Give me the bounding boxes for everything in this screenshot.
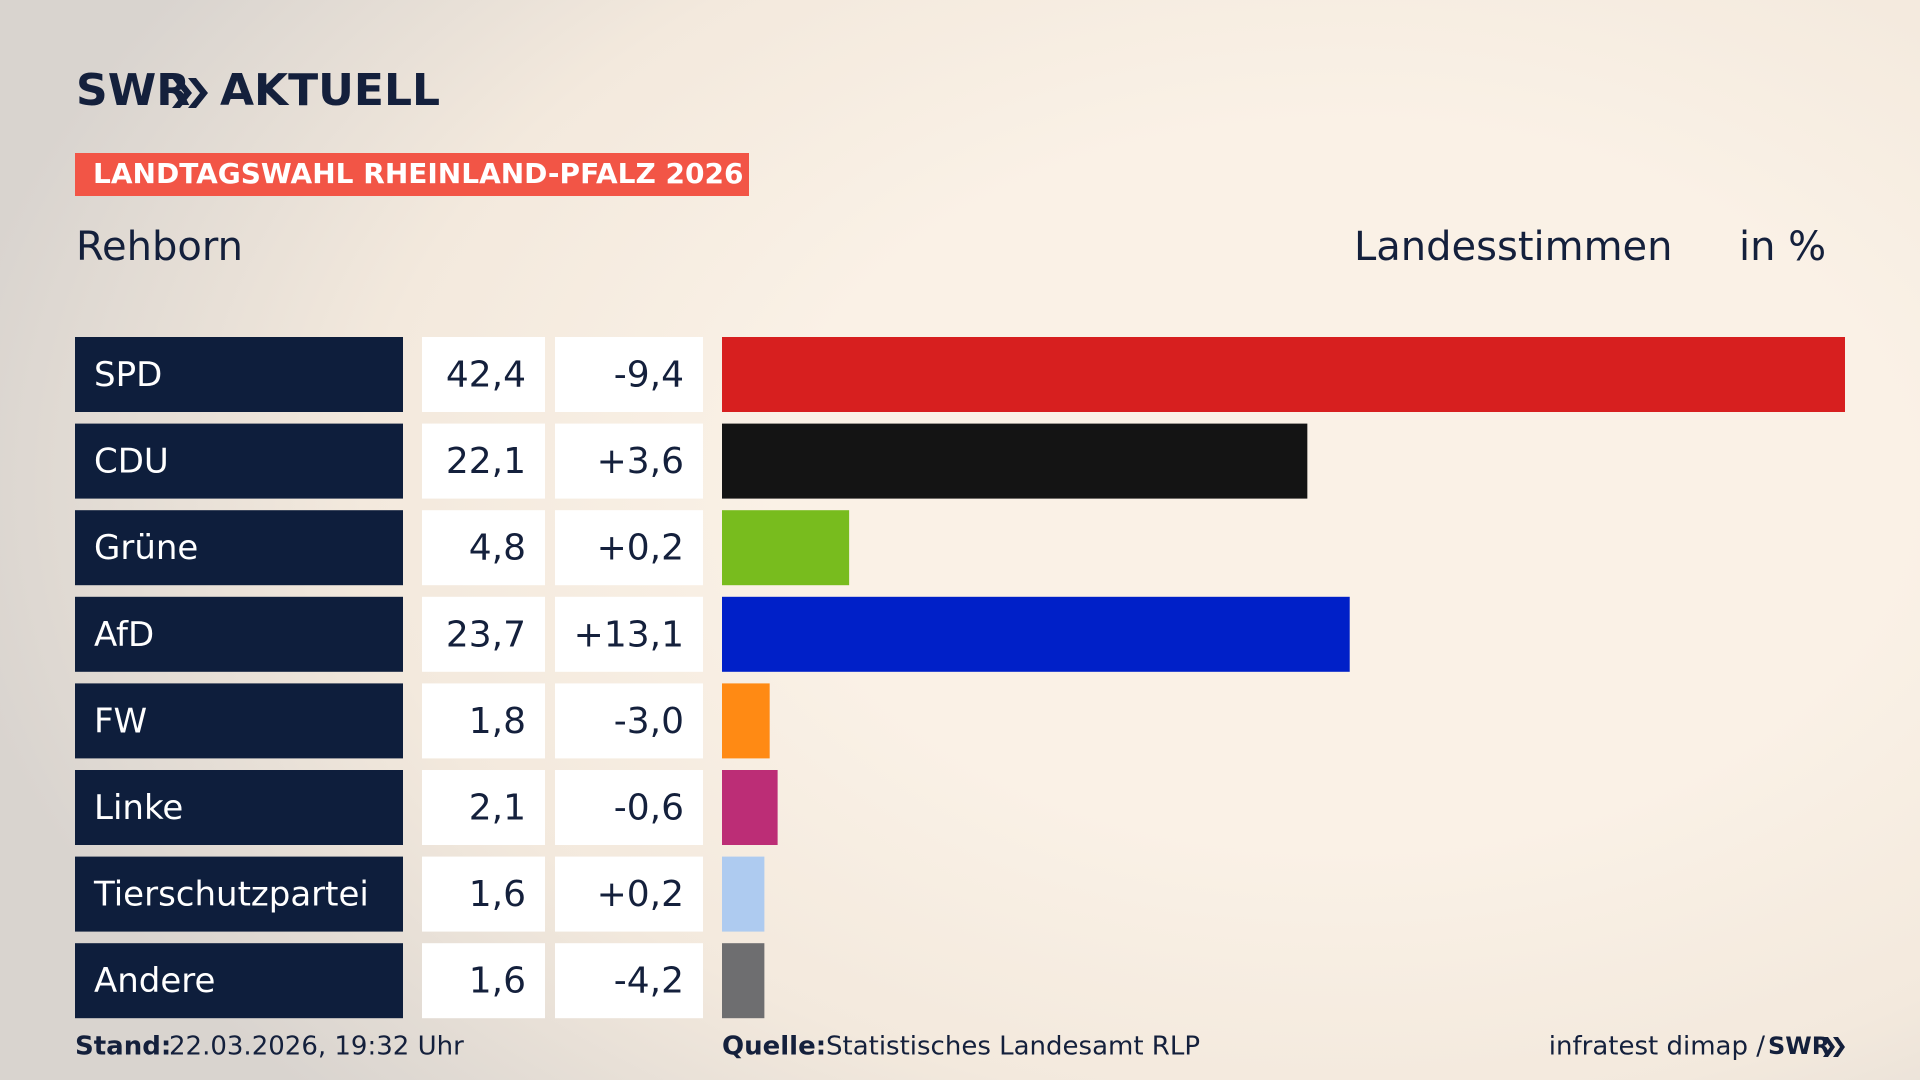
value-label: 1,6 — [469, 874, 526, 915]
credit-brand: SWR — [1768, 1032, 1830, 1060]
bar — [722, 856, 765, 932]
value-box — [422, 683, 545, 759]
change-label: -9,4 — [614, 355, 684, 396]
credit-chevrons — [1823, 1037, 1845, 1057]
badge-bg — [75, 153, 749, 196]
value-label: 42,4 — [446, 355, 526, 396]
party-box — [75, 423, 403, 499]
brand-chevrons — [172, 78, 208, 108]
change-box — [555, 856, 703, 932]
party-label: CDU — [94, 442, 169, 482]
value-box — [422, 943, 545, 1019]
bar — [722, 510, 850, 586]
bar — [722, 770, 778, 845]
change-label: +0,2 — [597, 874, 684, 915]
bar — [722, 683, 770, 759]
party-label: Andere — [94, 961, 215, 1001]
chart-subtitle: Landesstimmen — [1354, 224, 1673, 270]
change-box — [555, 510, 703, 586]
party-box — [75, 596, 403, 672]
value-box — [422, 423, 545, 499]
value-box — [422, 596, 545, 672]
party-box — [75, 683, 403, 759]
party-box — [75, 856, 403, 932]
value-box — [422, 510, 545, 586]
value-label: 2,1 — [469, 788, 526, 829]
chart-title: Rehborn — [76, 224, 243, 270]
party-label: Grüne — [94, 528, 198, 568]
value-label: 22,1 — [446, 441, 526, 482]
value-label: 23,7 — [446, 614, 526, 655]
bar — [722, 596, 1350, 672]
unit: in % — [1739, 224, 1826, 270]
party-box — [75, 770, 403, 845]
change-box — [555, 596, 703, 672]
brand-product: AKTUELL — [220, 65, 440, 116]
source: Statistisches Landesamt RLP — [826, 1032, 1200, 1062]
party-box — [75, 943, 403, 1019]
change-label: +0,2 — [597, 528, 684, 569]
credit: infratest dimap / — [1549, 1032, 1765, 1062]
party-box — [75, 510, 403, 586]
stand: 22.03.2026, 19:32 Uhr — [169, 1032, 464, 1062]
bar — [722, 337, 1845, 412]
change-box — [555, 683, 703, 759]
party-label: Linke — [94, 788, 183, 828]
value-label: 1,6 — [469, 961, 526, 1002]
brand-name: SWR — [76, 65, 190, 116]
stand-label: Stand: — [75, 1032, 171, 1062]
value-box — [422, 856, 545, 932]
change-label: -0,6 — [614, 788, 684, 829]
badge: LANDTAGSWAHL RHEINLAND-PFALZ 2026 — [93, 157, 743, 190]
value-box — [422, 337, 545, 412]
bar — [722, 943, 765, 1019]
value-label: 1,8 — [469, 701, 526, 742]
party-label: FW — [94, 701, 147, 741]
bar — [722, 423, 1308, 499]
change-box — [555, 423, 703, 499]
change-label: -3,0 — [614, 701, 684, 742]
party-label: SPD — [94, 355, 162, 395]
change-label: +13,1 — [574, 614, 684, 655]
party-label: Tierschutzpartei — [93, 875, 369, 915]
change-box — [555, 943, 703, 1019]
change-label: -4,2 — [614, 961, 684, 1002]
party-label: AfD — [94, 615, 154, 655]
value-label: 4,8 — [469, 528, 526, 569]
change-box — [555, 337, 703, 412]
source-label: Quelle: — [722, 1032, 826, 1062]
change-box — [555, 770, 703, 845]
change-label: +3,6 — [597, 441, 684, 482]
party-box — [75, 337, 403, 412]
value-box — [422, 770, 545, 845]
